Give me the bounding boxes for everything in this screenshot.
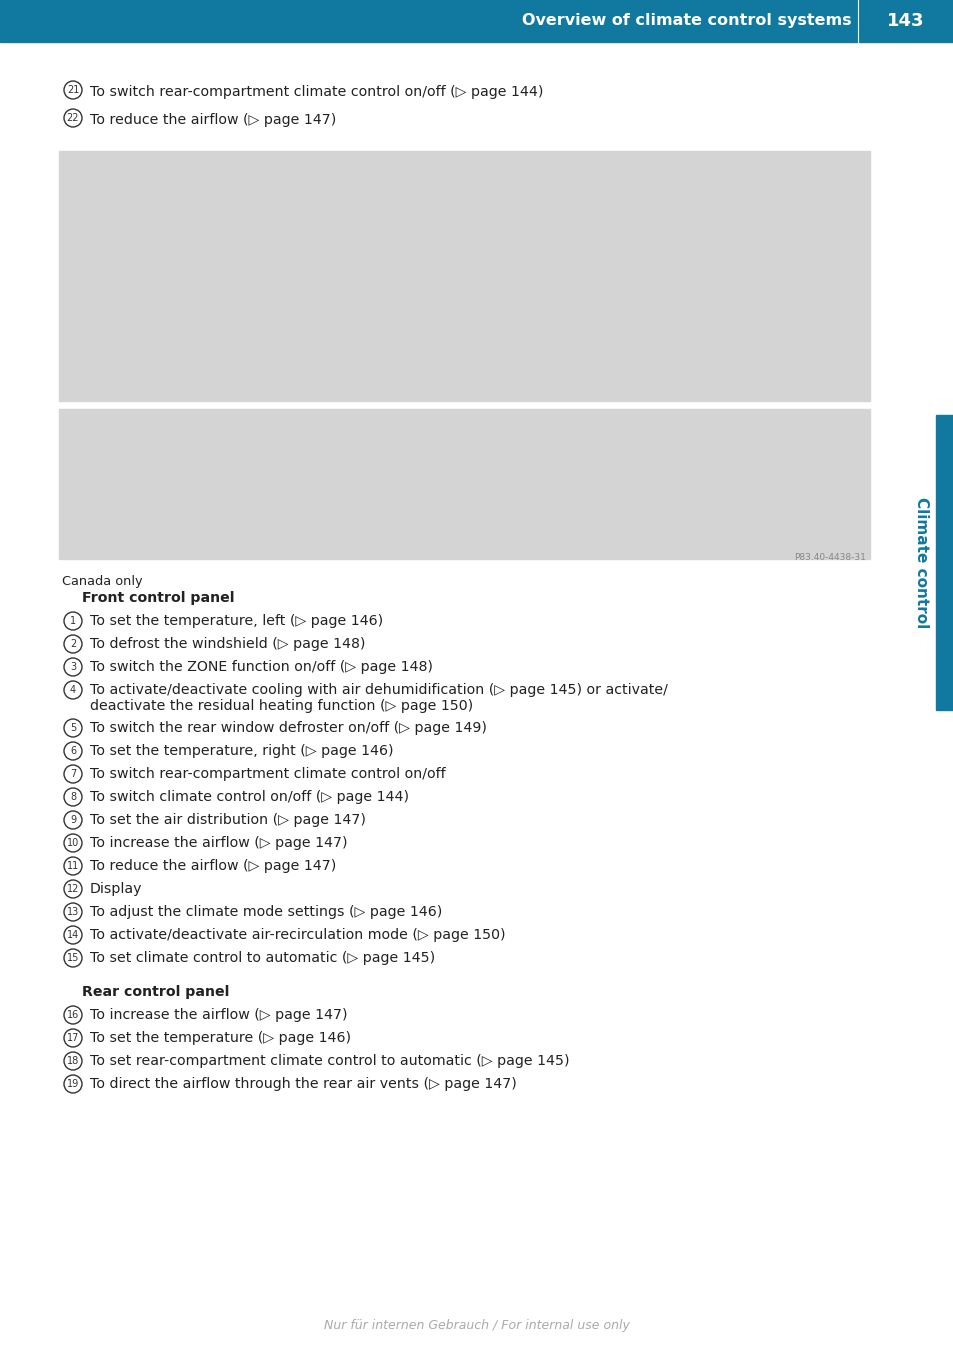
Text: 18: 18: [67, 1056, 79, 1066]
Text: 1: 1: [70, 616, 76, 626]
Text: 7: 7: [70, 769, 76, 779]
Text: To increase the airflow (▷ page 147): To increase the airflow (▷ page 147): [90, 835, 347, 850]
Text: To adjust the climate mode settings (▷ page 146): To adjust the climate mode settings (▷ p…: [90, 904, 442, 919]
Text: To activate/deactivate air-recirculation mode (▷ page 150): To activate/deactivate air-recirculation…: [90, 927, 505, 942]
Text: 9: 9: [70, 815, 76, 825]
Text: 12: 12: [67, 884, 79, 894]
Text: Display: Display: [90, 881, 142, 896]
Text: To reduce the airflow (▷ page 147): To reduce the airflow (▷ page 147): [90, 112, 335, 127]
Text: To set the temperature, right (▷ page 146): To set the temperature, right (▷ page 14…: [90, 743, 393, 758]
Text: 5: 5: [70, 723, 76, 733]
Text: Climate control: Climate control: [914, 497, 928, 628]
Bar: [0, 0, 953, 42]
Text: P83.40-4438-31: P83.40-4438-31: [793, 552, 865, 562]
Text: 3: 3: [70, 662, 76, 672]
Text: To set the air distribution (▷ page 147): To set the air distribution (▷ page 147): [90, 812, 366, 827]
Text: 15: 15: [67, 953, 79, 963]
Bar: [59, 152, 869, 401]
Text: 16: 16: [67, 1010, 79, 1020]
Text: To switch rear-compartment climate control on/off (▷ page 144): To switch rear-compartment climate contr…: [90, 85, 543, 99]
Bar: [935, 414, 953, 709]
Text: 2: 2: [70, 639, 76, 649]
Text: 6: 6: [70, 746, 76, 756]
Text: To increase the airflow (▷ page 147): To increase the airflow (▷ page 147): [90, 1007, 347, 1022]
Text: To activate/deactivate cooling with air dehumidification (▷ page 145) or activat: To activate/deactivate cooling with air …: [90, 682, 667, 697]
Text: To switch rear-compartment climate control on/off: To switch rear-compartment climate contr…: [90, 766, 445, 781]
Text: 10: 10: [67, 838, 79, 848]
Text: 8: 8: [70, 792, 76, 802]
Text: To set the temperature (▷ page 146): To set the temperature (▷ page 146): [90, 1030, 351, 1045]
Text: To reduce the airflow (▷ page 147): To reduce the airflow (▷ page 147): [90, 858, 335, 873]
Text: To set climate control to automatic (▷ page 145): To set climate control to automatic (▷ p…: [90, 951, 435, 965]
Text: 17: 17: [67, 1033, 79, 1043]
Text: 11: 11: [67, 861, 79, 871]
Text: Nur für internen Gebrauch / For internal use only: Nur für internen Gebrauch / For internal…: [324, 1320, 629, 1332]
Text: 13: 13: [67, 907, 79, 917]
Text: To switch the ZONE function on/off (▷ page 148): To switch the ZONE function on/off (▷ pa…: [90, 659, 433, 674]
Text: To defrost the windshield (▷ page 148): To defrost the windshield (▷ page 148): [90, 636, 365, 651]
Text: Front control panel: Front control panel: [82, 590, 234, 605]
Text: 21: 21: [67, 85, 79, 95]
Text: deactivate the residual heating function (▷ page 150): deactivate the residual heating function…: [90, 699, 473, 714]
Text: Overview of climate control systems: Overview of climate control systems: [522, 14, 851, 28]
Text: 4: 4: [70, 685, 76, 695]
Text: 22: 22: [67, 112, 79, 123]
Text: 14: 14: [67, 930, 79, 940]
Text: To switch the rear window defroster on/off (▷ page 149): To switch the rear window defroster on/o…: [90, 720, 486, 735]
Text: Canada only: Canada only: [62, 575, 143, 588]
Text: 19: 19: [67, 1079, 79, 1089]
Text: To switch climate control on/off (▷ page 144): To switch climate control on/off (▷ page…: [90, 789, 409, 804]
Text: To direct the airflow through the rear air vents (▷ page 147): To direct the airflow through the rear a…: [90, 1076, 517, 1091]
Text: To set the temperature, left (▷ page 146): To set the temperature, left (▷ page 146…: [90, 613, 383, 628]
Text: Rear control panel: Rear control panel: [82, 984, 229, 999]
Bar: [59, 409, 869, 559]
Text: 143: 143: [886, 12, 923, 30]
Text: To set rear-compartment climate control to automatic (▷ page 145): To set rear-compartment climate control …: [90, 1053, 569, 1068]
